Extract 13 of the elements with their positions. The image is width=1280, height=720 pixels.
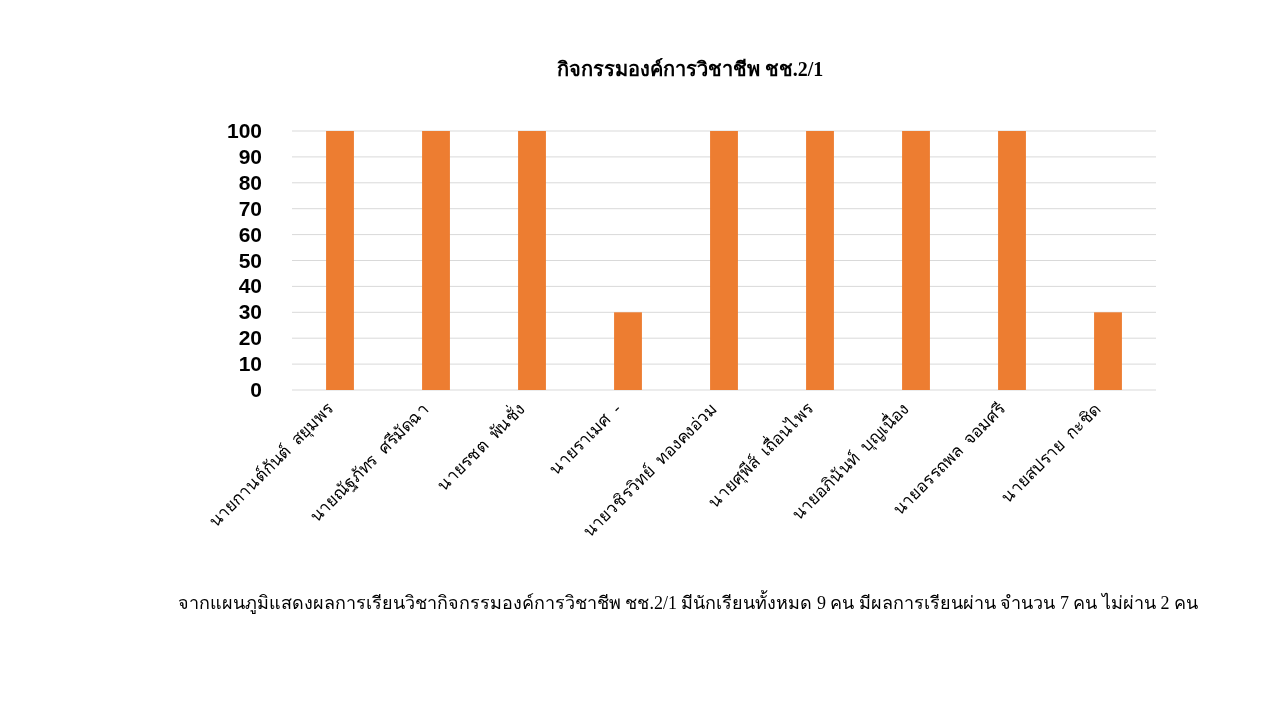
chart-title: กิจกรรมองค์การวิชาชีพ ชช.2/1 xyxy=(556,58,824,80)
y-tick-label: 50 xyxy=(238,248,262,272)
text: จากแผนภูมิแสดงผลการเรียนวิชากิจกรรมองค์การวิชาชีพ ชช.2/1 มีนักเรียนทั้งหมด 9 คน มีผลการเรียนผ่าน จำนวน 7 คน ไม่ผ่าน 2 คน xyxy=(177,590,1199,614)
y-tick-label: 90 xyxy=(238,144,262,168)
y-tick-label: 80 xyxy=(238,170,262,194)
y-tick-label: 40 xyxy=(238,274,262,298)
y-tick-label: 70 xyxy=(238,196,262,220)
y-tick-label: 0 xyxy=(250,378,262,401)
y-tick-label: 20 xyxy=(238,326,262,350)
y-tick-label: 30 xyxy=(238,300,262,324)
y-tick-label: 100 xyxy=(226,119,262,142)
y-tick-label: 60 xyxy=(238,222,262,246)
y-tick-label: 10 xyxy=(238,352,262,376)
